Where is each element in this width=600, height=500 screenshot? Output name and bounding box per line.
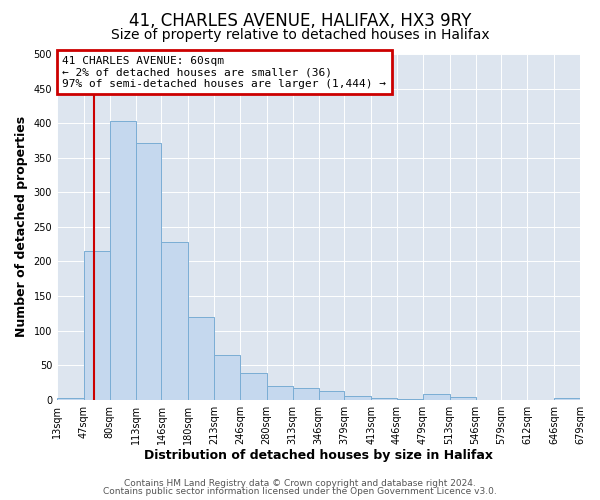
Bar [161, 242, 188, 400]
Bar [371, 398, 397, 400]
Bar [57, 398, 84, 400]
Text: Contains public sector information licensed under the Open Government Licence v3: Contains public sector information licen… [103, 487, 497, 496]
Bar [423, 394, 449, 400]
Y-axis label: Number of detached properties: Number of detached properties [15, 116, 28, 338]
Bar [319, 392, 344, 400]
Bar [554, 398, 580, 400]
Bar [84, 251, 110, 400]
Bar [110, 121, 136, 400]
Bar [188, 316, 214, 400]
Text: 41 CHARLES AVENUE: 60sqm
← 2% of detached houses are smaller (36)
97% of semi-de: 41 CHARLES AVENUE: 60sqm ← 2% of detache… [62, 56, 386, 89]
Bar [344, 396, 371, 400]
Bar [293, 388, 319, 400]
Bar [266, 386, 293, 400]
X-axis label: Distribution of detached houses by size in Halifax: Distribution of detached houses by size … [144, 450, 493, 462]
Bar [136, 142, 161, 400]
Text: Size of property relative to detached houses in Halifax: Size of property relative to detached ho… [110, 28, 490, 42]
Text: Contains HM Land Registry data © Crown copyright and database right 2024.: Contains HM Land Registry data © Crown c… [124, 478, 476, 488]
Bar [240, 372, 266, 400]
Bar [214, 355, 240, 400]
Bar [449, 397, 476, 400]
Bar [397, 399, 423, 400]
Text: 41, CHARLES AVENUE, HALIFAX, HX3 9RY: 41, CHARLES AVENUE, HALIFAX, HX3 9RY [129, 12, 471, 30]
